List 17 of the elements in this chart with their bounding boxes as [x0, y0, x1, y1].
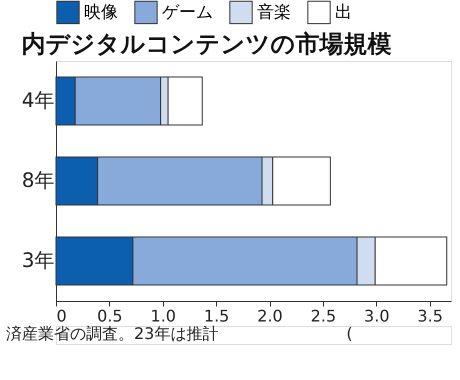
legend-label: 音楽	[257, 2, 291, 22]
x-tick-label: 2.0	[257, 306, 283, 326]
y-tick-label: 4年	[22, 88, 54, 112]
x-tick-label: 0	[56, 306, 67, 326]
x-tick-label: 0.5	[97, 306, 123, 326]
x-tick-label: 1.0	[150, 306, 176, 326]
x-tick-label: 2.5	[310, 306, 336, 326]
x-tick-label: 3.5	[417, 306, 443, 326]
y-tick-label: 8年	[22, 168, 54, 192]
legend-label: 映像	[84, 2, 118, 22]
chart-title: 内デジタルコンテンツの市場規模	[21, 30, 392, 58]
text: 済産業省の調査。23年は推計 (	[6, 324, 353, 343]
x-tick-label: 3.0	[364, 306, 390, 326]
x-tick-label: 1.5	[204, 306, 230, 326]
legend-label: ゲーム	[162, 2, 213, 22]
y-tick-label: 3年	[22, 248, 54, 272]
legend-label: 出	[335, 2, 352, 22]
